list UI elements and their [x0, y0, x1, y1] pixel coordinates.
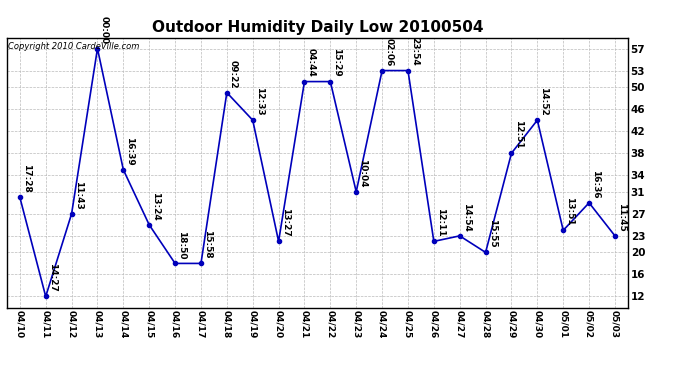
Text: 15:29: 15:29: [333, 48, 342, 77]
Title: Outdoor Humidity Daily Low 20100504: Outdoor Humidity Daily Low 20100504: [152, 20, 483, 35]
Text: 13:51: 13:51: [565, 197, 574, 226]
Text: 23:54: 23:54: [410, 38, 419, 66]
Text: 15:55: 15:55: [488, 219, 497, 248]
Text: 10:04: 10:04: [358, 159, 367, 188]
Text: 13:24: 13:24: [151, 192, 160, 220]
Text: 12:51: 12:51: [513, 120, 522, 149]
Text: 02:06: 02:06: [384, 38, 393, 66]
Text: 18:50: 18:50: [177, 231, 186, 259]
Text: 09:22: 09:22: [229, 60, 238, 88]
Text: 11:43: 11:43: [74, 181, 83, 209]
Text: 12:11: 12:11: [436, 209, 445, 237]
Text: 13:27: 13:27: [281, 208, 290, 237]
Text: 11:45: 11:45: [617, 203, 626, 231]
Text: 14:54: 14:54: [462, 202, 471, 231]
Text: 14:52: 14:52: [540, 87, 549, 116]
Text: Copyright 2010 CardeVille.com: Copyright 2010 CardeVille.com: [8, 42, 139, 51]
Text: 16:36: 16:36: [591, 170, 600, 198]
Text: 04:44: 04:44: [306, 48, 315, 77]
Text: 14:27: 14:27: [48, 263, 57, 292]
Text: 17:28: 17:28: [22, 164, 31, 193]
Text: 00:00: 00:00: [99, 16, 108, 44]
Text: 12:33: 12:33: [255, 87, 264, 116]
Text: 15:58: 15:58: [203, 230, 212, 259]
Text: 16:39: 16:39: [126, 136, 135, 165]
